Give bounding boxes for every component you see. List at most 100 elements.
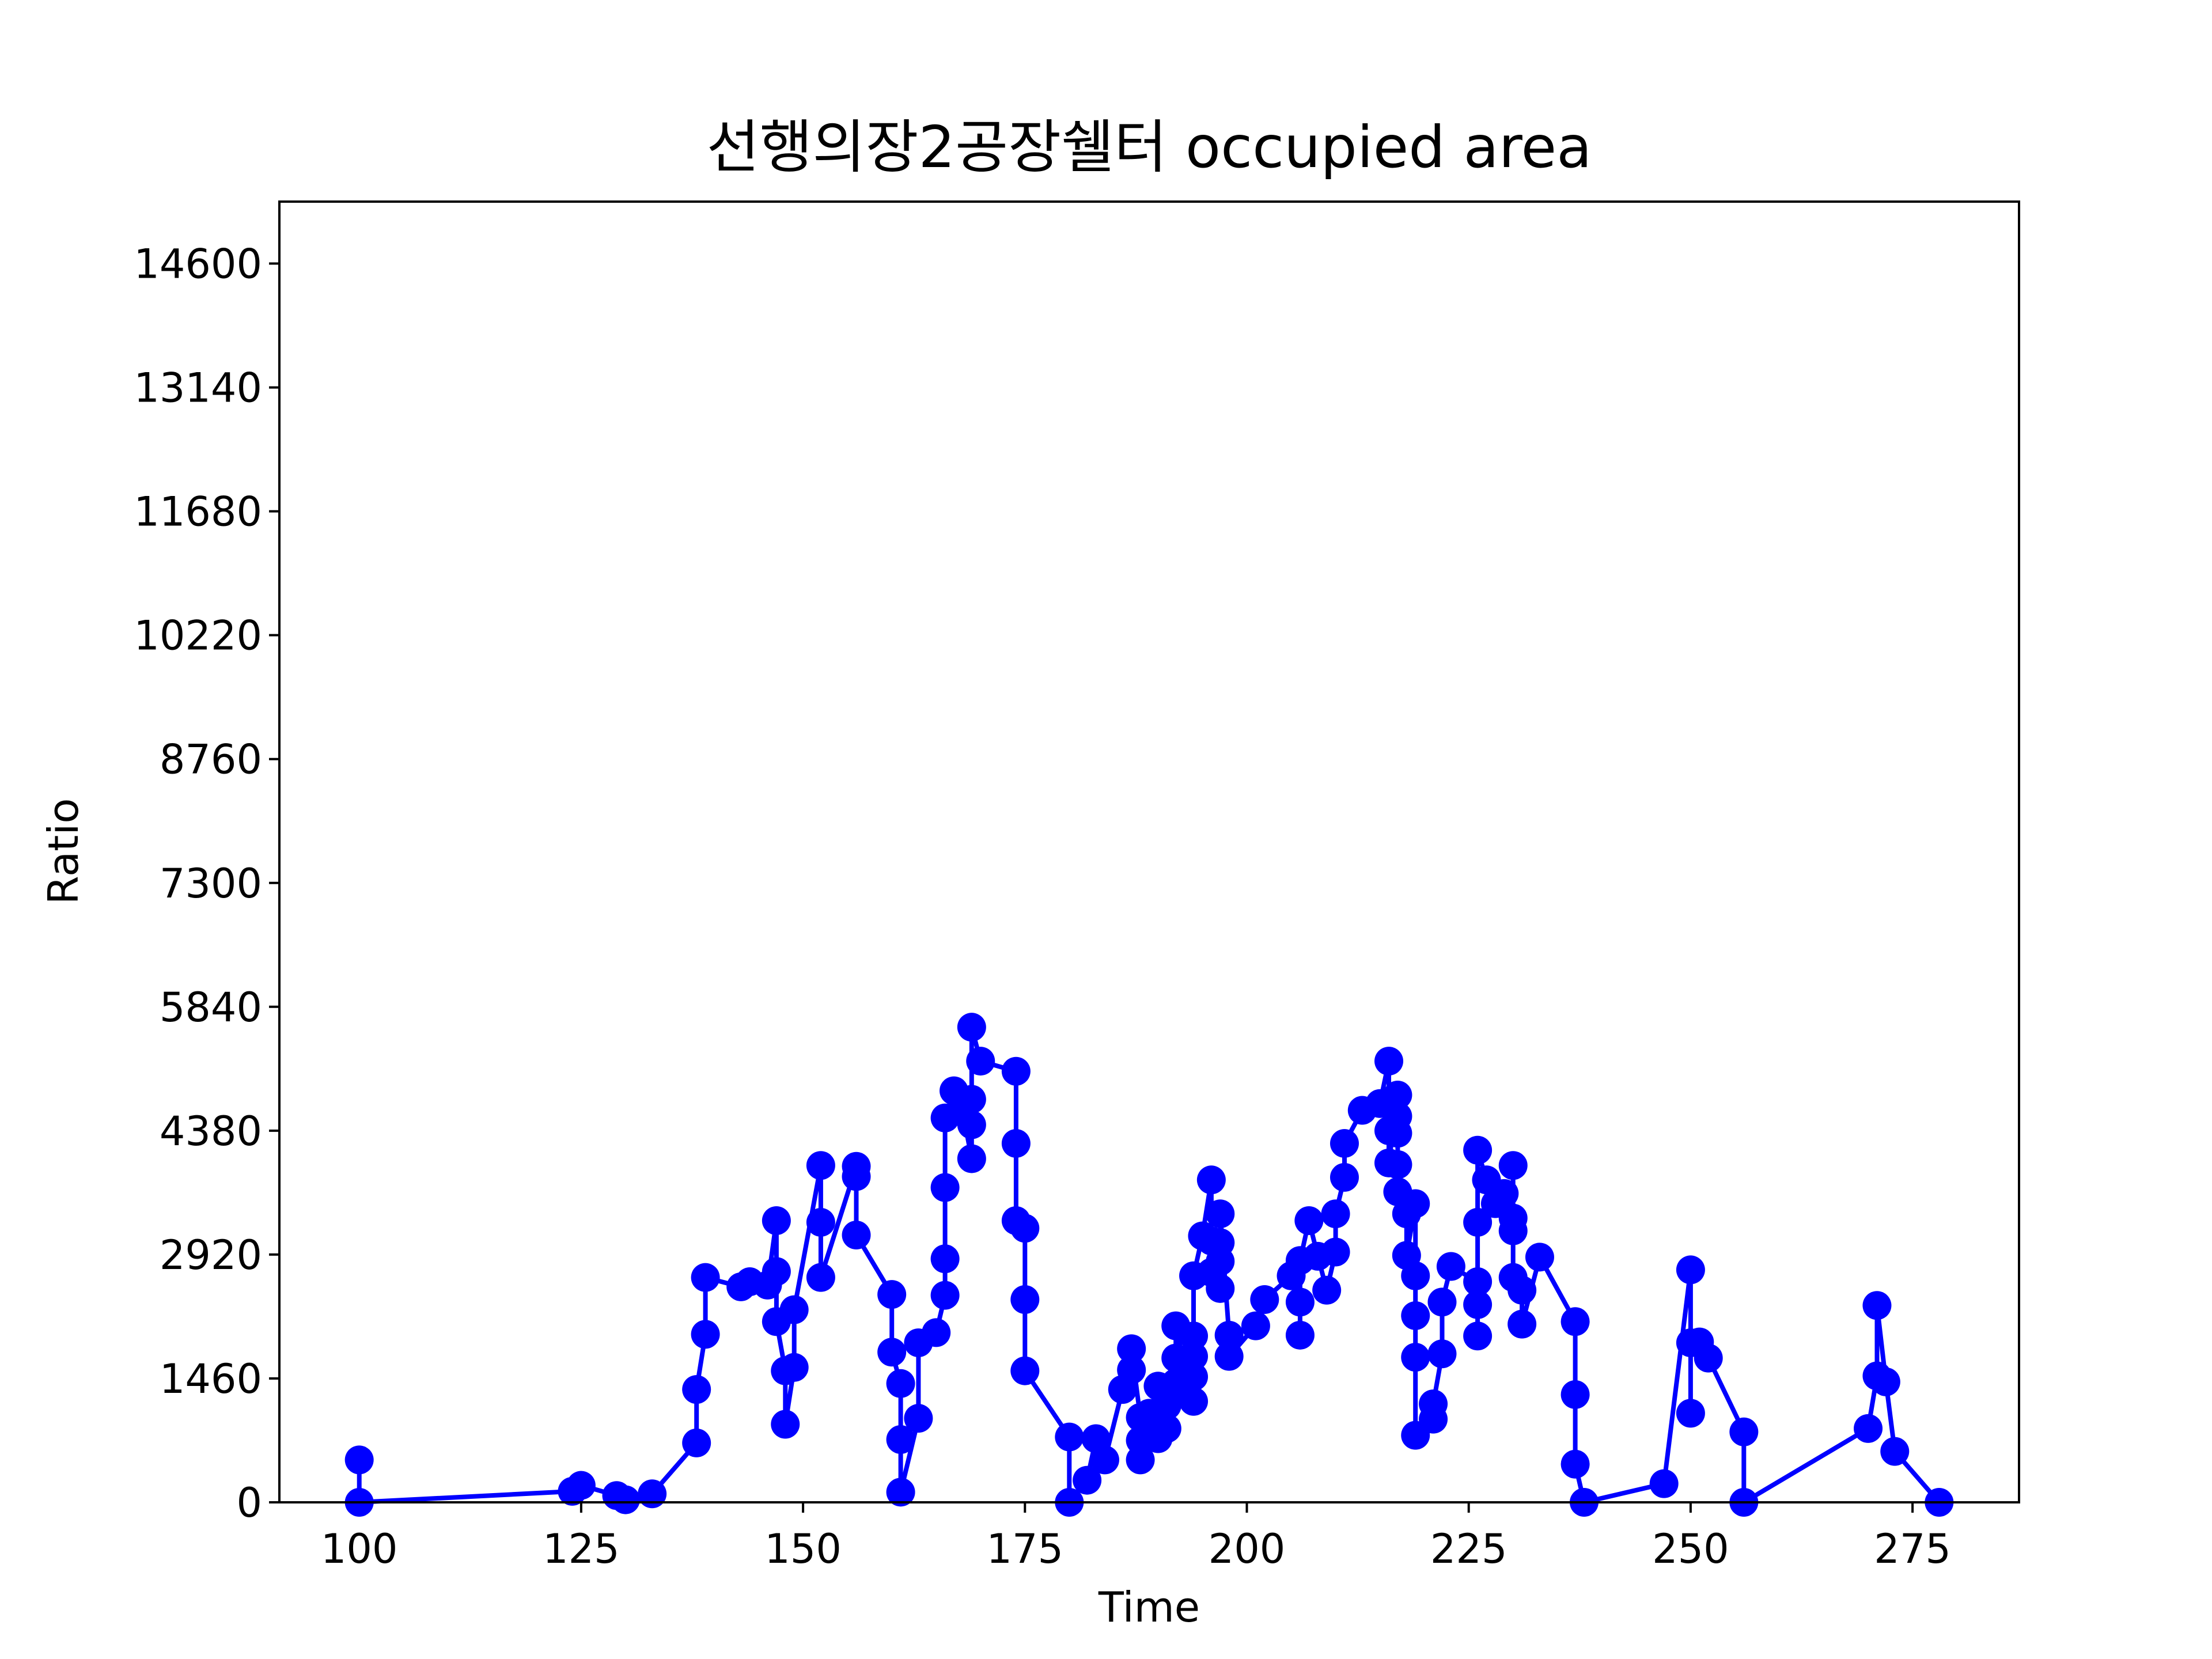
y-tick-label: 10220 — [134, 612, 262, 660]
data-point — [966, 1047, 995, 1076]
data-point — [1401, 1343, 1430, 1372]
data-point — [842, 1221, 871, 1250]
data-point — [682, 1375, 711, 1404]
data-point — [1285, 1287, 1315, 1317]
data-point — [1508, 1309, 1537, 1339]
data-point — [1383, 1150, 1412, 1179]
data-point — [1854, 1414, 1883, 1443]
data-point — [691, 1320, 720, 1349]
data-point — [611, 1485, 640, 1514]
data-point — [1401, 1301, 1430, 1330]
data-point — [344, 1445, 374, 1475]
data-point — [1214, 1342, 1244, 1371]
data-point — [1871, 1367, 1900, 1396]
data-point — [806, 1151, 835, 1180]
data-point — [771, 1410, 800, 1439]
data-point — [1649, 1469, 1679, 1498]
y-tick-label: 8760 — [160, 736, 262, 783]
x-tick-label: 125 — [543, 1525, 620, 1573]
data-point — [957, 1013, 986, 1042]
data-point — [1010, 1356, 1040, 1385]
y-axis-label: Ratio — [39, 798, 88, 905]
x-tick-label: 275 — [1874, 1525, 1951, 1573]
y-axis: 0 1460 2920 4380 5840 7300 8760 10220 11680 13140… — [134, 241, 279, 1527]
data-point — [842, 1162, 871, 1191]
data-point — [1206, 1199, 1235, 1229]
data-point — [762, 1206, 791, 1235]
data-point — [1862, 1291, 1892, 1320]
data-point — [1427, 1339, 1457, 1369]
x-tick-label: 175 — [986, 1525, 1063, 1573]
data-point — [1401, 1189, 1430, 1218]
data-point — [1001, 1056, 1031, 1086]
data-point — [1463, 1290, 1493, 1319]
data-point — [957, 1110, 986, 1139]
y-tick-label: 5840 — [160, 984, 262, 1031]
data-point — [1508, 1275, 1537, 1305]
y-tick-label: 4380 — [160, 1108, 262, 1155]
data-point — [1206, 1274, 1235, 1303]
data-point — [1206, 1228, 1235, 1257]
data-point — [1676, 1399, 1705, 1428]
data-point — [1090, 1445, 1119, 1475]
data-point — [886, 1425, 915, 1455]
data-point — [1250, 1285, 1279, 1314]
chart-title: 선행의장2공장쉘터 occupied area — [707, 113, 1592, 181]
data-point — [877, 1338, 907, 1367]
data-point — [1560, 1307, 1590, 1336]
data-point — [1401, 1261, 1430, 1290]
data-point — [1196, 1165, 1226, 1195]
data-point — [1321, 1237, 1350, 1267]
data-point — [1463, 1321, 1493, 1351]
plot-area — [344, 1013, 1954, 1517]
data-point — [1312, 1275, 1342, 1305]
x-tick-label: 200 — [1209, 1525, 1286, 1573]
data-point — [1880, 1437, 1910, 1466]
data-point — [877, 1280, 907, 1309]
y-tick-label: 0 — [236, 1479, 262, 1527]
data-point — [1126, 1445, 1155, 1475]
data-point — [904, 1404, 933, 1433]
data-point — [1321, 1199, 1350, 1229]
data-point — [1463, 1135, 1493, 1165]
data-point — [779, 1295, 809, 1324]
data-point — [1179, 1342, 1209, 1371]
data-point — [1383, 1119, 1412, 1148]
plot-frame — [278, 200, 2020, 1503]
data-point — [1010, 1214, 1040, 1243]
data-point — [1560, 1380, 1590, 1409]
data-point — [1463, 1267, 1493, 1297]
data-point — [1490, 1179, 1519, 1208]
data-point — [1055, 1422, 1084, 1452]
data-point — [1294, 1206, 1324, 1235]
data-point — [1427, 1287, 1457, 1317]
x-axis-label: Time — [1098, 1583, 1200, 1631]
data-point — [1498, 1216, 1528, 1245]
y-tick-label: 13140 — [134, 365, 262, 412]
data-point — [1330, 1162, 1359, 1192]
data-point — [1117, 1334, 1146, 1363]
data-point — [1436, 1252, 1465, 1281]
data-point — [1676, 1255, 1705, 1285]
data-point — [1419, 1389, 1448, 1419]
y-tick-label: 1460 — [160, 1355, 262, 1403]
data-point — [1214, 1320, 1244, 1350]
data-point — [957, 1085, 986, 1114]
data-point — [1241, 1311, 1270, 1340]
data-point — [1463, 1207, 1493, 1237]
data-point — [682, 1428, 711, 1457]
data-point — [1001, 1128, 1031, 1158]
data-point — [1729, 1417, 1759, 1446]
data-point — [1525, 1243, 1554, 1272]
data-point — [1179, 1387, 1209, 1416]
x-tick-label: 150 — [764, 1525, 842, 1573]
data-point — [1560, 1449, 1590, 1479]
data-point — [691, 1263, 720, 1292]
data-point — [957, 1144, 986, 1173]
data-point — [886, 1478, 915, 1507]
data-point — [1374, 1047, 1404, 1076]
data-point — [1179, 1321, 1209, 1351]
data-point — [566, 1471, 596, 1500]
x-tick-label: 225 — [1430, 1525, 1508, 1573]
